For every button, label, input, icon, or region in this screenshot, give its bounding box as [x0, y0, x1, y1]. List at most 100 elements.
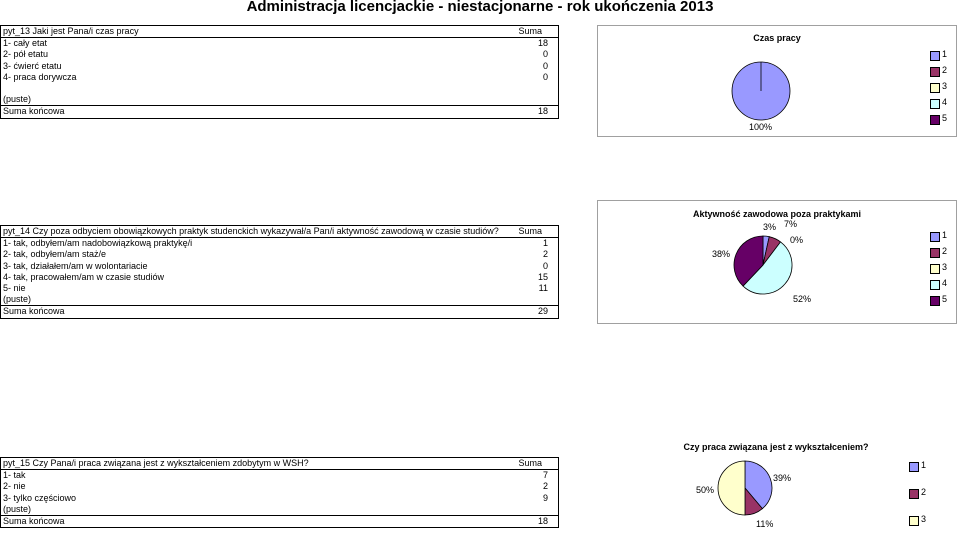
table-header-sum: Suma	[518, 26, 542, 36]
pie-slice-1	[744, 460, 773, 510]
table-row	[1, 83, 558, 94]
pie-slice-label: 52%	[793, 294, 812, 304]
legend-label: 3	[942, 81, 948, 91]
table-header: pyt_15 Czy Pana/i praca związana jest z …	[1, 458, 558, 471]
table-row: 1- cały etat 18	[1, 38, 558, 49]
row-label: 2- pół etatu	[3, 49, 49, 60]
row-value: 9	[542, 492, 548, 503]
table-row: 2- nie 2	[1, 481, 558, 492]
row-label: 2- tak, odbyłem/am staż/e	[3, 249, 107, 260]
row-value: 15	[537, 271, 548, 282]
legend-swatch	[930, 51, 940, 61]
pie-slice-label: 3%	[763, 222, 777, 232]
row-value: 0	[542, 49, 548, 60]
legend-label: 1	[942, 230, 948, 240]
legend-label: 1	[921, 460, 927, 470]
legend-swatch	[930, 248, 940, 258]
legend-label: 2	[942, 65, 948, 75]
row-label: 1- tak, odbyłem/am nadobowiązkową prakty…	[3, 238, 193, 249]
pivot-table-pyt13: pyt_13 Jaki jest Pana/i czas pracy Suma …	[0, 25, 559, 119]
row-label: 4- praca dorywcza	[3, 71, 77, 82]
chart-praca-zwiazana: Czy praca związana jest z wykształceniem…	[597, 438, 955, 534]
row-value: 0	[542, 71, 548, 82]
table-header-label: pyt_13 Jaki jest Pana/i czas pracy	[3, 26, 139, 36]
chart-aktywnosc-zawodowa: Aktywność zawodowa poza praktykami 3% 7%…	[597, 200, 957, 324]
chart-title: Aktywność zawodowa poza praktykami	[692, 209, 862, 219]
table-total-row: Suma końcowa 29	[1, 305, 558, 317]
page-title: Administracja licencjackie - niestacjona…	[246, 0, 714, 15]
pie-slice-4	[742, 241, 793, 295]
table-header: pyt_13 Jaki jest Pana/i czas pracy Suma	[1, 26, 558, 39]
row-label: 2- nie	[3, 481, 26, 492]
pie-slice-label: 50%	[696, 485, 715, 495]
total-value: 29	[537, 306, 548, 317]
legend-swatch	[930, 115, 940, 125]
legend-label: 4	[942, 278, 948, 288]
row-label: 3- ćwierć etatu	[3, 60, 62, 71]
chart-title: Czy praca związana jest z wykształceniem…	[683, 442, 869, 452]
total-value: 18	[537, 106, 548, 117]
total-label: Suma końcowa	[3, 106, 65, 117]
table-header-sum: Suma	[518, 226, 542, 236]
row-value: 7	[542, 470, 548, 481]
table-row: (puste)	[1, 94, 558, 105]
row-value: 2	[542, 249, 548, 260]
chart-czas-pracy: Czas pracy 100% 1 2 3 4 5	[597, 25, 957, 137]
legend-label: 5	[942, 294, 948, 304]
legend-swatch	[930, 280, 940, 290]
table-row: 3- ćwierć etatu 0	[1, 61, 558, 72]
table-row: 2- tak, odbyłem/am staż/e 2	[1, 249, 558, 260]
total-label: Suma końcowa	[3, 306, 65, 317]
table-row: 4- tak, pracowałem/am w czasie studiów 15	[1, 272, 558, 283]
legend-label: 3	[942, 262, 948, 272]
table-row: 4- praca dorywcza 0	[1, 72, 558, 83]
pivot-table-pyt14: pyt_14 Czy poza odbyciem obowiązkowych p…	[0, 225, 559, 319]
pie-slice-label: 39%	[773, 473, 792, 483]
legend-label: 5	[942, 113, 948, 123]
total-label: Suma końcowa	[3, 515, 65, 526]
pie-chart	[731, 61, 791, 121]
table-row: 3- tylko częściowo 9	[1, 493, 558, 504]
row-label: 4- tak, pracowałem/am w czasie studiów	[3, 271, 165, 282]
row-value: 18	[537, 38, 548, 49]
table-row: 2- pół etatu 0	[1, 49, 558, 60]
row-label: 5- nie	[3, 282, 26, 293]
legend-swatch	[909, 462, 919, 472]
table-total-row: Suma końcowa 18	[1, 514, 558, 527]
table-header-sum: Suma	[518, 458, 542, 468]
row-label: 1- cały etat	[3, 38, 48, 49]
pivot-table-pyt15: pyt_15 Czy Pana/i praca związana jest z …	[0, 457, 559, 529]
legend-swatch	[909, 516, 919, 526]
row-value: 2	[542, 481, 548, 492]
table-row: (puste)	[1, 294, 558, 305]
total-value: 18	[537, 515, 548, 526]
table-row: 1- tak, odbyłem/am nadobowiązkową prakty…	[1, 238, 558, 249]
chart-title: Czas pracy	[753, 33, 801, 43]
pie-slice-label: 100%	[749, 122, 773, 132]
row-label: 3- tylko częściowo	[3, 492, 77, 503]
row-label: 3- tak, działałem/am w wolontariacie	[3, 260, 148, 271]
legend-swatch	[930, 67, 940, 77]
row-value: 11	[538, 282, 548, 293]
table-header: pyt_14 Czy poza odbyciem obowiązkowych p…	[1, 226, 558, 239]
legend-label: 3	[921, 514, 927, 524]
row-label: (puste)	[3, 94, 32, 105]
pie-chart	[733, 235, 793, 295]
pie-slice-5	[733, 235, 764, 287]
legend-label: 1	[942, 49, 948, 59]
table-row: 1- tak 7	[1, 470, 558, 481]
row-value: 1	[542, 238, 548, 249]
legend-swatch	[930, 264, 940, 274]
legend-swatch	[909, 489, 919, 499]
row-label: 1- tak	[3, 470, 26, 481]
row-label: (puste)	[3, 503, 32, 514]
legend-label: 2	[921, 487, 927, 497]
pie-chart	[717, 460, 773, 516]
table-header-label: pyt_15 Czy Pana/i praca związana jest z …	[3, 458, 309, 468]
legend-swatch	[930, 83, 940, 93]
pie-slice-label: 11%	[756, 519, 774, 529]
table-row: 3- tak, działałem/am w wolontariacie 0	[1, 261, 558, 272]
row-value: 0	[542, 260, 548, 271]
table-row: 5- nie 11	[1, 283, 558, 294]
table-header-label: pyt_14 Czy poza odbyciem obowiązkowych p…	[3, 226, 499, 236]
